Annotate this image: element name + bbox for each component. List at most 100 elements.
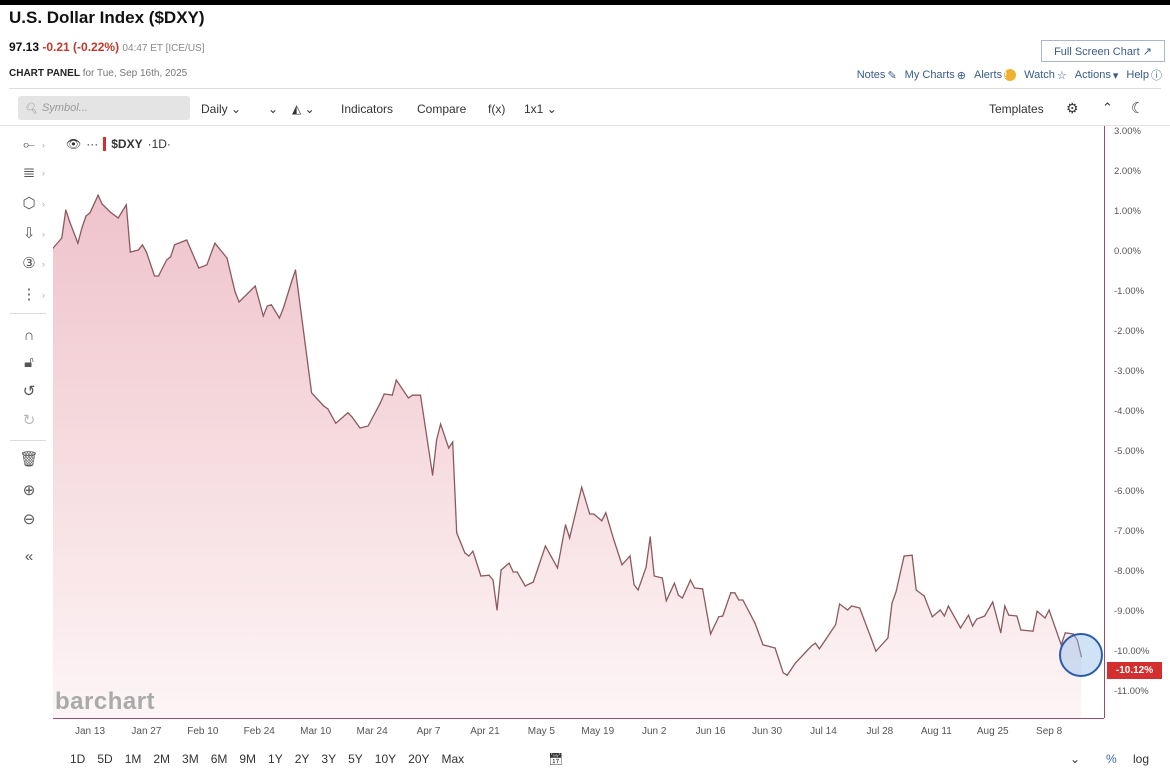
compare-button[interactable]: Compare — [417, 102, 467, 116]
help-label: Help — [1126, 69, 1149, 81]
drawing-dropdown[interactable]: ⌄ — [268, 102, 278, 116]
data-point — [165, 259, 168, 261]
data-point — [496, 609, 498, 611]
collapse-sidebar-icon[interactable]: « — [24, 548, 34, 565]
data-point — [677, 594, 679, 596]
percent-toggle[interactable]: % — [1106, 752, 1117, 766]
data-point — [464, 552, 466, 554]
symbol-search-input[interactable]: 🔍︎ Symbol... — [18, 96, 190, 120]
range-button-3y[interactable]: 3Y — [321, 752, 337, 766]
range-button-2m[interactable]: 2M — [153, 752, 171, 766]
data-point — [488, 574, 490, 576]
magnet-icon[interactable]: ∩ — [23, 327, 35, 344]
line-tool-icon[interactable]: ⟜ › — [22, 136, 45, 153]
data-point — [581, 486, 583, 488]
arrow-down-icon[interactable]: ⇩ › — [22, 225, 45, 242]
data-point — [976, 618, 978, 620]
shape-tool-icon[interactable]: ⬡ › — [22, 195, 45, 212]
data-point — [214, 242, 216, 244]
dark-mode-icon[interactable]: ☾ — [1131, 100, 1145, 117]
fx-button[interactable]: f(x) — [488, 102, 506, 116]
data-point — [653, 575, 655, 577]
range-button-20y[interactable]: 20Y — [408, 752, 430, 766]
data-point — [629, 555, 631, 557]
gear-icon[interactable]: ⚙ — [1066, 100, 1079, 116]
indicators-button[interactable]: Indicators — [341, 102, 394, 116]
undo-icon[interactable]: ↺ — [22, 383, 36, 400]
range-button-max[interactable]: Max — [441, 752, 465, 766]
fib-tool-icon[interactable]: ≣ › — [22, 164, 45, 181]
calendar-icon[interactable]: 📅︎ — [548, 752, 564, 766]
range-button-1y[interactable]: 1Y — [268, 752, 283, 766]
data-point — [456, 532, 458, 534]
actions-menu[interactable]: Actions ▾ — [1075, 67, 1119, 83]
legend-symbol: $DXY — [111, 137, 143, 151]
search-icon: 🔍︎ — [24, 102, 38, 115]
data-point — [762, 644, 764, 646]
my-charts-link[interactable]: My Charts ⊕ — [905, 67, 966, 83]
range-button-9m[interactable]: 9M — [239, 752, 257, 766]
collapse-icon[interactable]: ⌃ — [1102, 100, 1113, 115]
data-point — [645, 566, 647, 568]
x-tick-label: Aug 25 — [976, 726, 1009, 737]
actions-label: Actions — [1074, 69, 1111, 81]
range-button-6m[interactable]: 6M — [210, 752, 228, 766]
data-point — [633, 584, 635, 586]
templates-button[interactable]: Templates — [989, 102, 1044, 116]
range-button-1d[interactable]: 1D — [70, 752, 86, 766]
legend-menu[interactable]: ··· — [86, 137, 99, 151]
trash-icon[interactable]: 🗑︎ — [19, 451, 39, 468]
log-toggle[interactable]: log — [1133, 752, 1150, 766]
data-point — [605, 512, 607, 514]
pattern-tool-icon[interactable]: ⋮ › — [21, 286, 46, 303]
layout-dropdown[interactable]: 1x1 ⌄ — [524, 102, 557, 116]
range-button-5y[interactable]: 5Y — [348, 752, 363, 766]
data-point — [157, 275, 160, 277]
data-point — [411, 394, 413, 396]
eye-icon[interactable]: 👁︎ — [66, 137, 82, 151]
range-button-10y[interactable]: 10Y — [374, 752, 397, 766]
data-point — [379, 402, 381, 404]
zoom-out-icon[interactable]: ⊖ — [22, 511, 36, 528]
notes-label: Notes — [856, 69, 886, 81]
data-point — [593, 513, 595, 515]
redo-icon[interactable]: ↻ — [22, 412, 36, 429]
x-tick-label: Mar 24 — [356, 726, 388, 737]
alerts-link[interactable]: Alerts! — [974, 67, 1017, 83]
data-point — [294, 269, 297, 271]
range-button-3m[interactable]: 3M — [182, 752, 199, 766]
unlock-icon[interactable]: 🔓︎ — [24, 354, 34, 371]
range-button-2y[interactable]: 2Y — [294, 752, 310, 766]
quote-line: 97.13 -0.21 (-0.22%) 04:47 ET [ICE/US] — [9, 40, 205, 54]
data-point — [69, 221, 71, 223]
data-point — [61, 237, 63, 239]
divider — [10, 313, 46, 314]
barchart-logo: barchart — [55, 688, 156, 715]
interval-dropdown[interactable]: Daily ⌄ — [201, 102, 241, 116]
chart-type-dropdown[interactable]: ◭ ⌄ — [292, 102, 315, 116]
y-tick-label: -6.00% — [1114, 486, 1145, 497]
data-point — [722, 615, 724, 617]
zoom-in-icon[interactable]: ⊕ — [22, 482, 36, 499]
range-selector: 1D 5D 1M 2M 3M 6M 9M 1Y 2Y 3Y 5Y 10Y 20Y Max — [70, 752, 476, 766]
data-point — [1076, 639, 1078, 641]
help-link[interactable]: Help ⓘ — [1126, 67, 1162, 83]
counter-tool-icon[interactable]: ③ › — [22, 255, 45, 272]
data-point — [923, 595, 925, 597]
range-button-1m[interactable]: 1M — [124, 752, 142, 766]
data-point — [911, 554, 913, 556]
watch-link[interactable]: Watch ☆ — [1024, 67, 1067, 83]
chevron-down-double-icon[interactable]: ⌄ — [1070, 752, 1081, 766]
x-tick-label: Jul 28 — [866, 726, 894, 737]
notes-link[interactable]: Notes ✎ — [857, 67, 897, 83]
help-icon: ⓘ — [1151, 70, 1162, 82]
data-point — [794, 662, 796, 664]
data-point — [1020, 629, 1022, 631]
data-point — [137, 249, 139, 251]
data-point — [238, 301, 240, 303]
y-tick-label: -11.00% — [1114, 686, 1149, 697]
range-button-5d[interactable]: 5D — [97, 752, 113, 766]
panel-links: Notes ✎ My Charts ⊕ Alerts! Watch ☆ Actions… — [857, 67, 1162, 83]
full-screen-chart-button[interactable]: Full Screen Chart ↗ — [1041, 40, 1165, 62]
